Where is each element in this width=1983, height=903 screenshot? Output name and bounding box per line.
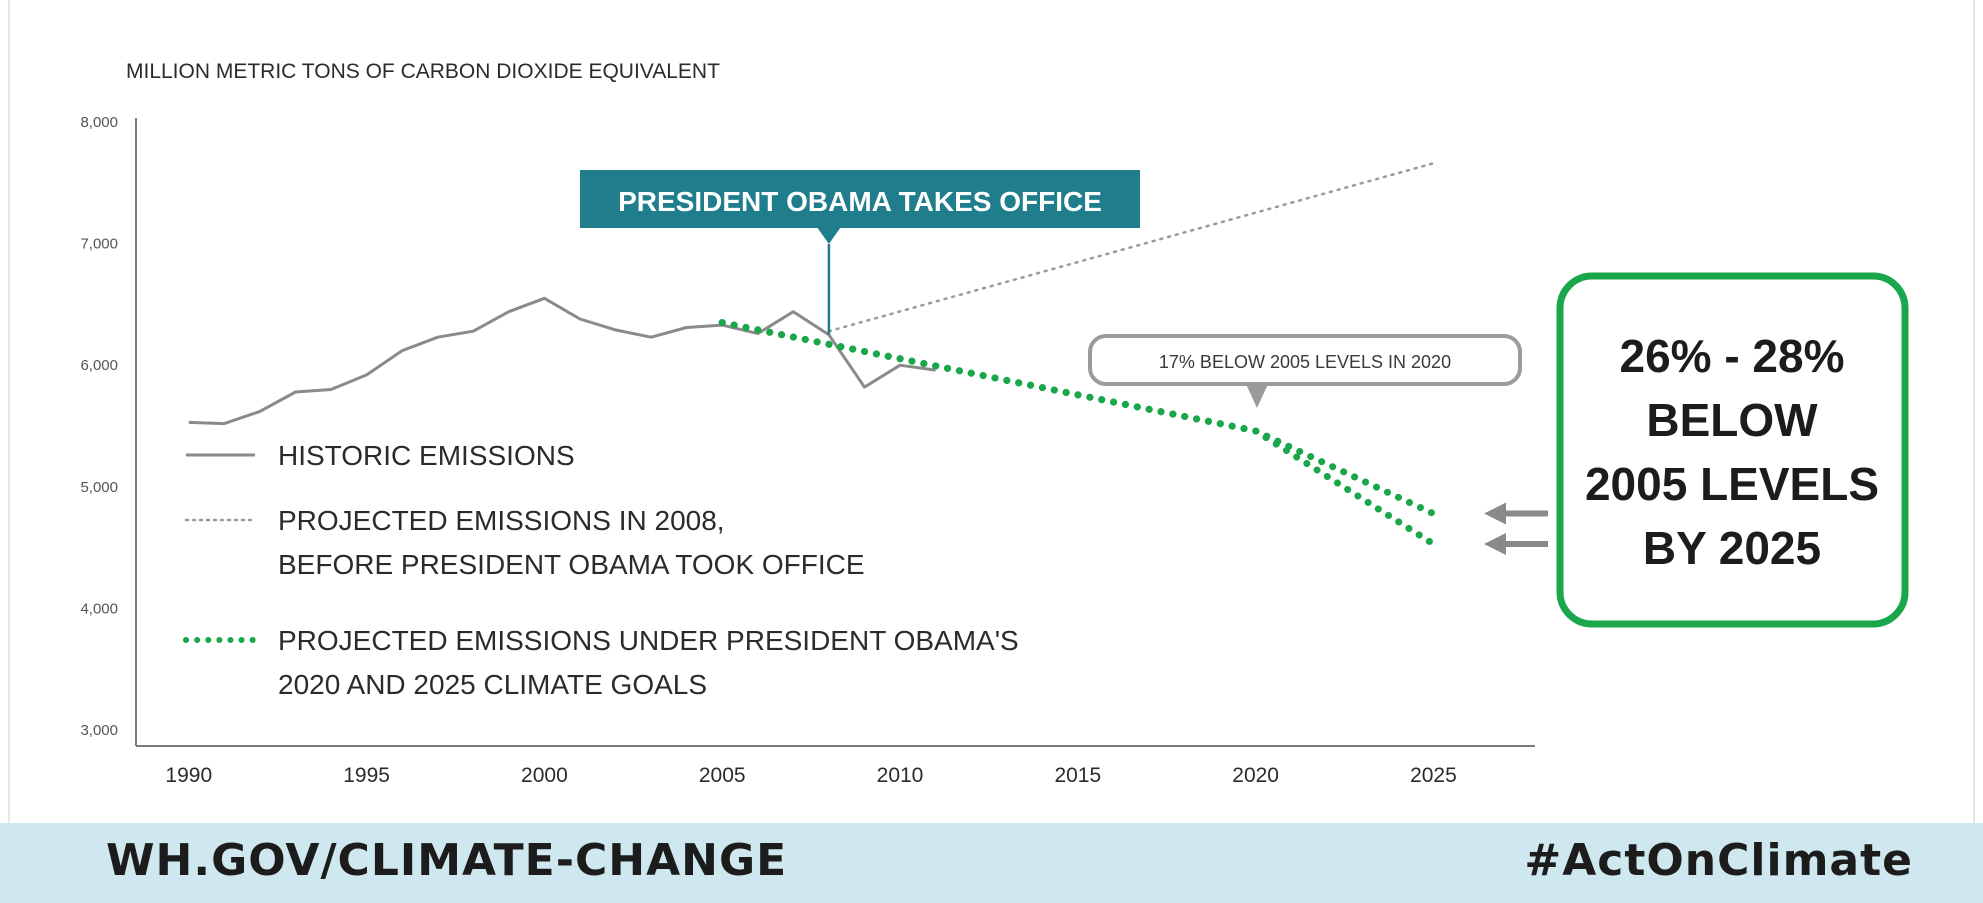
y-axis-label: MILLION METRIC TONS OF CARBON DIOXIDE EQ…: [126, 60, 720, 83]
left-border: [8, 0, 10, 823]
obama-office-callout-pointer: [816, 227, 841, 244]
x-tick-label: 2000: [521, 764, 568, 787]
x-tick-label: 1990: [165, 764, 212, 787]
legend-label-projected_2008: PROJECTED EMISSIONS IN 2008,: [278, 505, 725, 536]
legend-label-projected_2008: BEFORE PRESIDENT OBAMA TOOK OFFICE: [278, 549, 865, 580]
target-2025-arrow-head-1: [1484, 502, 1506, 525]
target-2020-callout-text: 17% BELOW 2005 LEVELS IN 2020: [1159, 352, 1451, 372]
obama-office-callout-text: PRESIDENT OBAMA TAKES OFFICE: [618, 186, 1102, 217]
footer-hashtag[interactable]: #ActOnClimate: [1524, 835, 1913, 886]
x-tick-label: 2025: [1410, 764, 1457, 787]
series-obama-goals-line-2: [718, 319, 1437, 548]
series-historic-emissions-line: [188, 296, 936, 426]
x-tick-label: 2005: [699, 764, 746, 787]
obama-office-callout-box: [580, 170, 1140, 228]
y-tick-label: 3,000: [80, 722, 118, 739]
x-tick-label: 2015: [1054, 764, 1101, 787]
series-projected-2008-line: [827, 162, 1435, 333]
chart-svg: MILLION METRIC TONS OF CARBON DIOXIDE EQ…: [80, 60, 1909, 787]
legend-label-obama_goals: PROJECTED EMISSIONS UNDER PRESIDENT OBAM…: [278, 625, 1019, 656]
legend-label-historic: HISTORIC EMISSIONS: [278, 440, 575, 471]
footer-bar: WH.GOV/CLIMATE-CHANGE #ActOnClimate: [0, 823, 1983, 903]
target-2025-arrow-head-2: [1484, 532, 1506, 555]
x-tick-label: 2020: [1232, 764, 1279, 787]
y-tick-label: 6,000: [80, 357, 118, 374]
y-tick-label: 7,000: [80, 236, 118, 253]
y-tick-label: 4,000: [80, 600, 118, 617]
target-2020-callout-box: [1088, 334, 1522, 386]
target-2025-box: [1556, 272, 1909, 628]
footer-url-link[interactable]: WH.GOV/CLIMATE-CHANGE: [106, 835, 788, 886]
target-2025-box-text-line: 26% - 28%: [1619, 330, 1844, 382]
target-2025-box-text-line: BY 2025: [1643, 522, 1821, 574]
target-2025-box-text-line: 2005 LEVELS: [1585, 458, 1879, 510]
y-tick-label: 8,000: [80, 114, 118, 131]
target-2025-box-text-line: BELOW: [1646, 394, 1818, 446]
right-border: [1973, 0, 1975, 823]
y-tick-label: 5,000: [80, 479, 118, 496]
legend-label-obama_goals: 2020 AND 2025 CLIMATE GOALS: [278, 669, 707, 700]
target-2020-callout-pointer: [1245, 382, 1269, 408]
x-tick-label: 2010: [877, 764, 924, 787]
emissions-chart: MILLION METRIC TONS OF CARBON DIOXIDE EQ…: [80, 60, 1909, 787]
x-tick-label: 1995: [343, 764, 390, 787]
